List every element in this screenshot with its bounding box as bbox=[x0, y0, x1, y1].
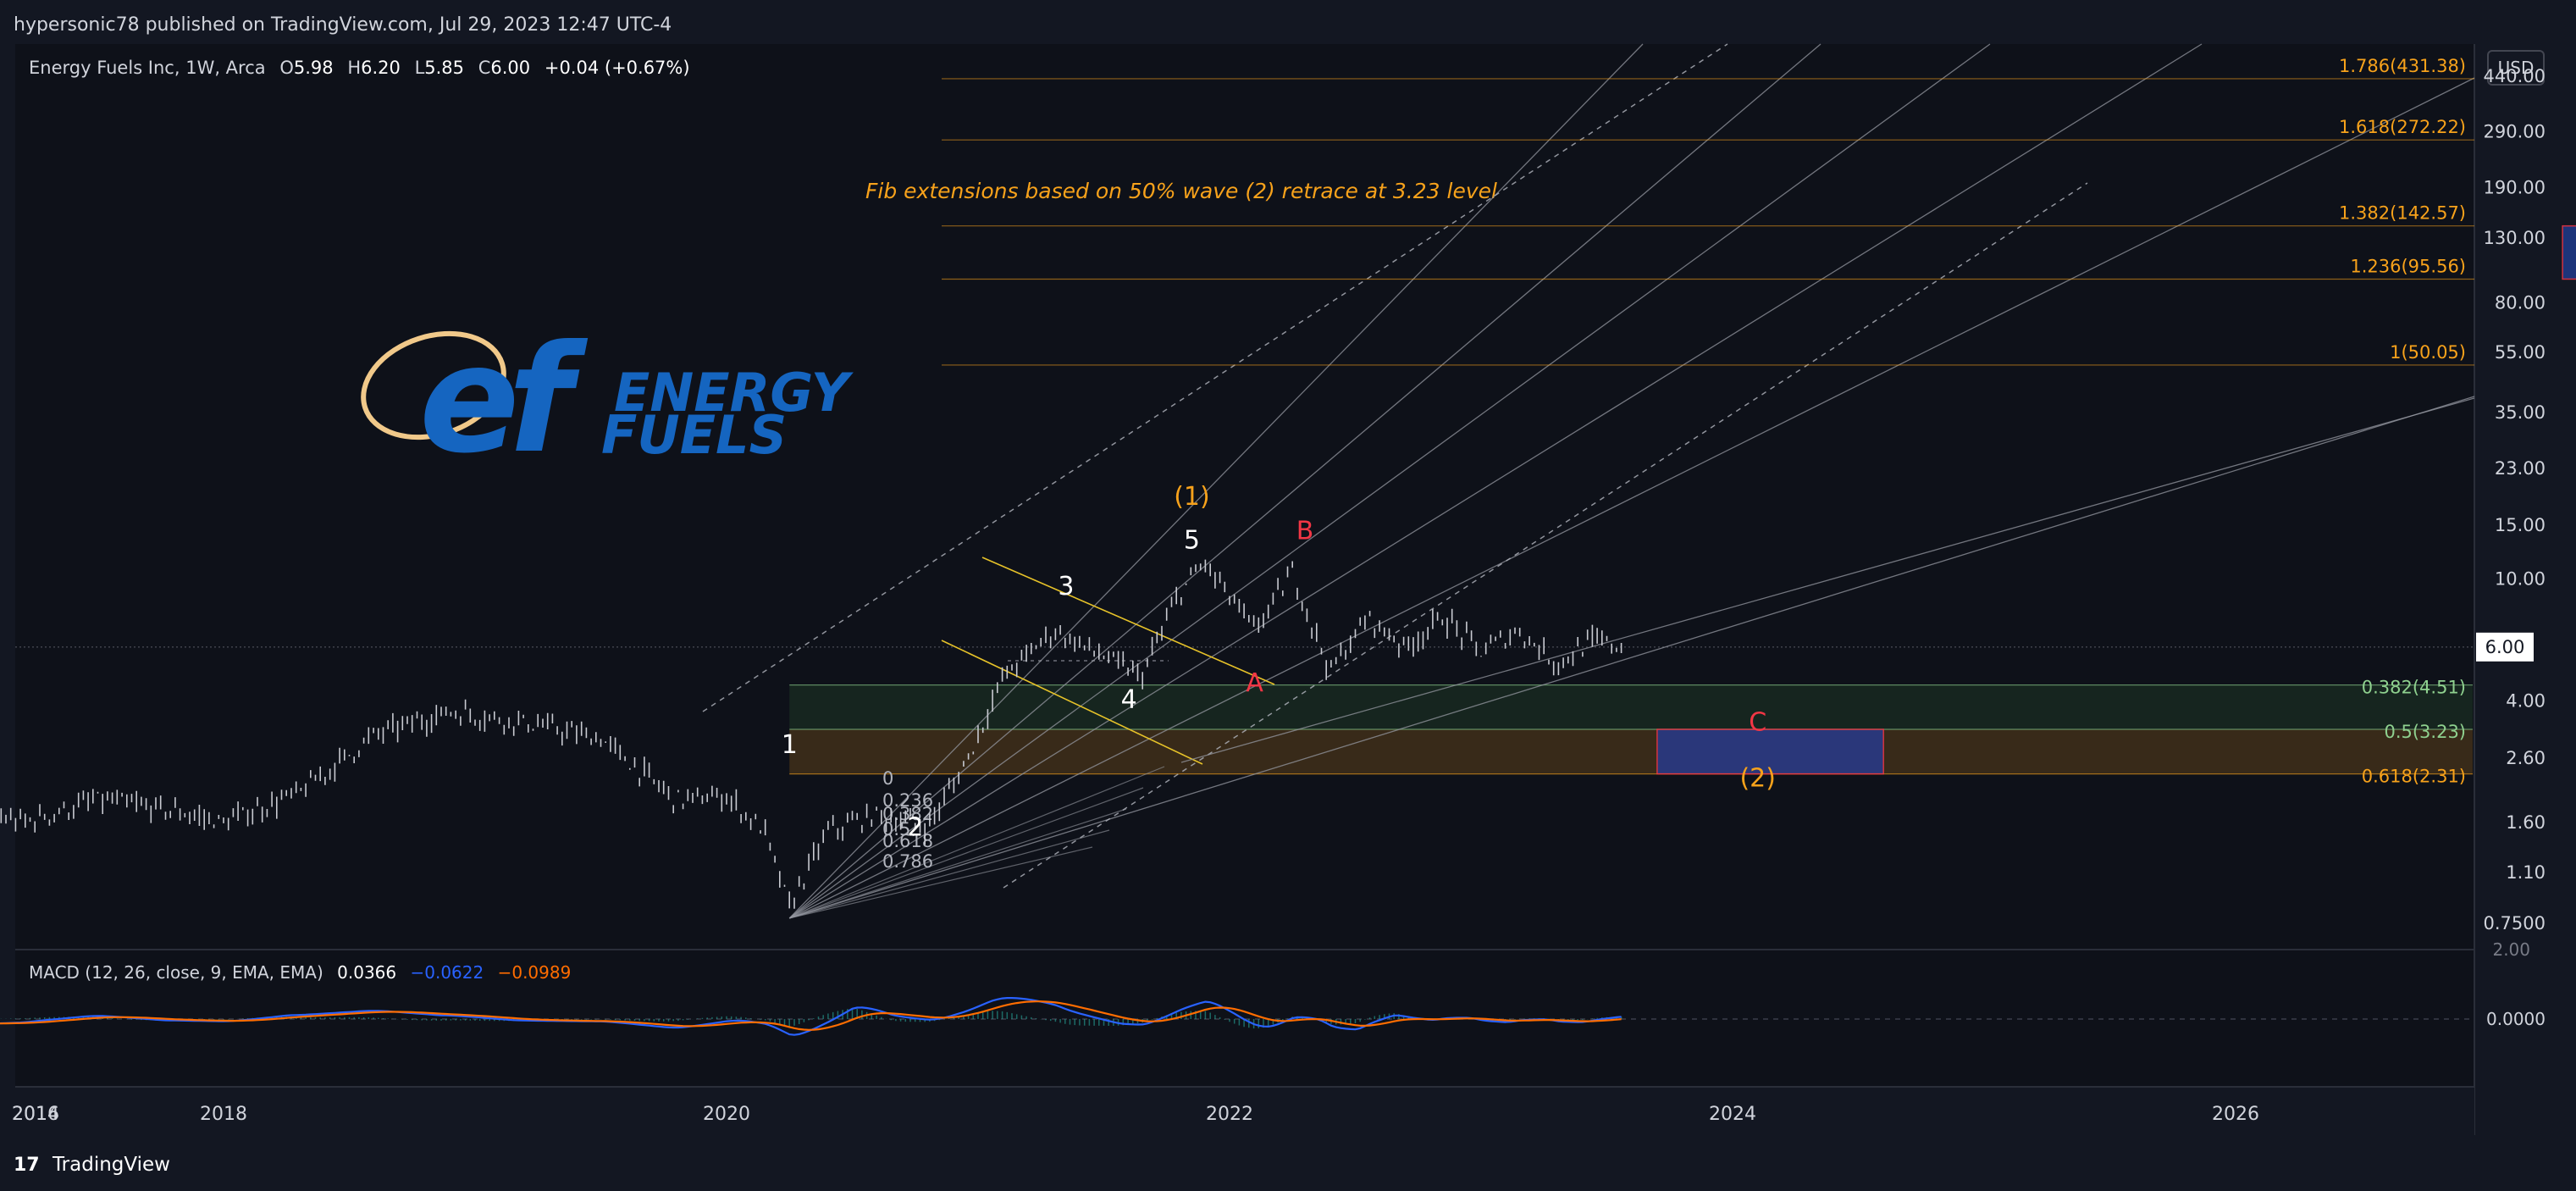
wave-label-0: 1 bbox=[782, 730, 798, 760]
y-tick-label-13: 1.10 bbox=[2506, 862, 2546, 883]
fib-retracement-label-1: 0.5(3.23) bbox=[2384, 722, 2466, 742]
fib-extension-label-2: 1.382(142.57) bbox=[2339, 203, 2466, 224]
fib-fan-inner-ray-0 bbox=[789, 766, 1165, 919]
y-tick-label-0: 440.00 bbox=[2484, 66, 2546, 86]
macd-axis-zero: 0.0000 bbox=[2486, 1009, 2546, 1029]
fib-fan-inner-ray-4 bbox=[789, 846, 1093, 919]
channel-lower-dashed bbox=[1003, 182, 2088, 889]
tradingview-brand[interactable]: 17 TradingView bbox=[14, 1154, 170, 1176]
y-tick-label-14: 0.7500 bbox=[2484, 913, 2546, 933]
wave-label-1: 2 bbox=[907, 813, 923, 843]
x-tick-label-4: 2022 bbox=[1206, 1104, 1253, 1125]
y-tick-label-8: 15.00 bbox=[2495, 515, 2546, 535]
wave-label-4: 5 bbox=[1184, 525, 1200, 555]
x-tick-label-3: 2020 bbox=[703, 1104, 750, 1125]
svg-text:MACD (12, 26, close, 9, EMA, E: MACD (12, 26, close, 9, EMA, EMA) 0.0366… bbox=[29, 962, 571, 983]
retracement-zone-orange bbox=[789, 728, 2473, 774]
y-tick-label-2: 190.00 bbox=[2484, 178, 2546, 198]
fib-retracement-label-2: 0.618(2.31) bbox=[2362, 767, 2466, 787]
wave-label-6: B bbox=[1296, 517, 1314, 546]
fib-fan-ray-2 bbox=[788, 43, 1991, 919]
svg-text:TradingView: TradingView bbox=[52, 1154, 170, 1176]
fib-fan-label-5: 0.786 bbox=[882, 851, 933, 872]
wave-2-target-box bbox=[1656, 728, 1884, 775]
fib-fan-ray-1 bbox=[788, 43, 1821, 919]
symbol-name: Energy Fuels Inc, 1W, Arca bbox=[29, 58, 266, 78]
price-pane[interactable] bbox=[15, 44, 2474, 949]
y-tick-label-11: 2.60 bbox=[2506, 748, 2546, 768]
abc-channel-bottom bbox=[941, 640, 1203, 765]
fib-extension-label-1: 1.618(272.22) bbox=[2339, 117, 2466, 137]
wave-label-8: C bbox=[1749, 707, 1766, 737]
logo-word-energy: ENERGY bbox=[614, 362, 854, 424]
fib-retracement-label-0: 0.382(4.51) bbox=[2362, 678, 2466, 698]
fib-fan-label-3: 0.5 bbox=[882, 819, 910, 839]
macd-axis-top: 2.00 bbox=[2492, 939, 2530, 960]
fib-extension-label-4: 1(50.05) bbox=[2390, 342, 2466, 363]
x-tick-label-6: 2026 bbox=[2212, 1104, 2259, 1125]
wave-label-7: A bbox=[1246, 668, 1263, 698]
channel-upper-dashed bbox=[702, 43, 1728, 712]
fib-fan-label-0: 0 bbox=[882, 768, 893, 789]
fib-fan-inner-ray-3 bbox=[789, 829, 1110, 919]
fib-fan-ray-4 bbox=[788, 77, 2475, 919]
svg-text:Energy Fuels Inc, 1W, Arca: Energy Fuels Inc, 1W, Arca O5.98 H6.20 L… bbox=[29, 58, 690, 78]
y-tick-label-3: 130.00 bbox=[2484, 228, 2546, 248]
x-tick-label-2: 2018 bbox=[200, 1104, 247, 1125]
fib-extension-note: Fib extensions based on 50% wave (2) ret… bbox=[865, 179, 1497, 203]
price-series-bars bbox=[0, 559, 1622, 909]
fib-fan-ray-5 bbox=[789, 396, 2475, 919]
macd-signal-line bbox=[0, 1000, 1622, 1031]
fib-extension-label-0: 1.786(431.38) bbox=[2339, 56, 2466, 76]
y-tick-label-5: 55.00 bbox=[2495, 342, 2546, 363]
y-tick-label-12: 1.60 bbox=[2506, 812, 2546, 833]
wave-label-2: 3 bbox=[1058, 572, 1074, 601]
macd-line bbox=[0, 997, 1622, 1036]
y-tick-label-9: 10.00 bbox=[2495, 569, 2546, 590]
y-tick-label-6: 35.00 bbox=[2495, 402, 2546, 423]
wave-3-target-box bbox=[2562, 224, 2576, 280]
fib-fan-inner-ray-2 bbox=[789, 808, 1127, 919]
macd-legend: MACD (12, 26, close, 9, EMA, EMA) 0.0366… bbox=[29, 962, 571, 983]
wave-label-9: (2) bbox=[1739, 764, 1776, 794]
retracement-zone-green bbox=[789, 684, 2473, 729]
x-tick-label-0: 2014 bbox=[12, 1104, 59, 1125]
logo-word-fuels: FUELS bbox=[601, 404, 787, 466]
abc-channel-top bbox=[981, 557, 1275, 685]
symbol-legend: Energy Fuels Inc, 1W, Arca O5.98 H6.20 L… bbox=[29, 58, 690, 78]
y-tick-label-7: 23.00 bbox=[2495, 458, 2546, 479]
current-price-badge: 6.00 bbox=[2476, 632, 2534, 662]
fib-fan-ray-0 bbox=[788, 43, 1644, 919]
fib-fan-label-1: 0.236 bbox=[882, 790, 933, 811]
time-axis[interactable] bbox=[15, 1088, 2474, 1135]
wave-label-3: 4 bbox=[1121, 684, 1137, 714]
x-tick-label-1: 2016 bbox=[12, 1104, 59, 1125]
y-tick-label-10: 4.00 bbox=[2506, 690, 2546, 711]
published-by-text: hypersonic78 published on TradingView.co… bbox=[14, 14, 672, 36]
fib-extension-label-3: 1.236(95.56) bbox=[2350, 256, 2466, 276]
tradingview-logo-icon: 17 bbox=[14, 1155, 40, 1176]
svg-text:6.00: 6.00 bbox=[2485, 637, 2525, 657]
wave-label-5: (1) bbox=[1174, 482, 1210, 512]
svg-text:USD: USD bbox=[2498, 58, 2535, 78]
wave-2-projection-ray bbox=[1180, 397, 2475, 763]
energy-fuels-logo: ef ENERGY FUELS bbox=[361, 314, 854, 486]
y-tick-label-4: 80.00 bbox=[2495, 292, 2546, 313]
price-axis[interactable] bbox=[2475, 44, 2558, 1086]
y-tick-label-1: 290.00 bbox=[2484, 121, 2546, 141]
fib-fan-inner-ray-1 bbox=[789, 787, 1144, 919]
x-tick-label-5: 2024 bbox=[1709, 1104, 1756, 1125]
fib-fan-ray-3 bbox=[788, 43, 2203, 919]
currency-button[interactable]: USD bbox=[2487, 50, 2545, 86]
macd-pane[interactable] bbox=[15, 950, 2474, 1086]
